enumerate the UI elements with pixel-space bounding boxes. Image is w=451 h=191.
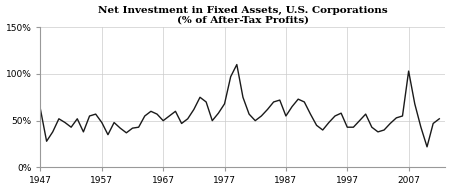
Title: Net Investment in Fixed Assets, U.S. Corporations
(% of After-Tax Profits): Net Investment in Fixed Assets, U.S. Cor… bbox=[98, 6, 388, 25]
